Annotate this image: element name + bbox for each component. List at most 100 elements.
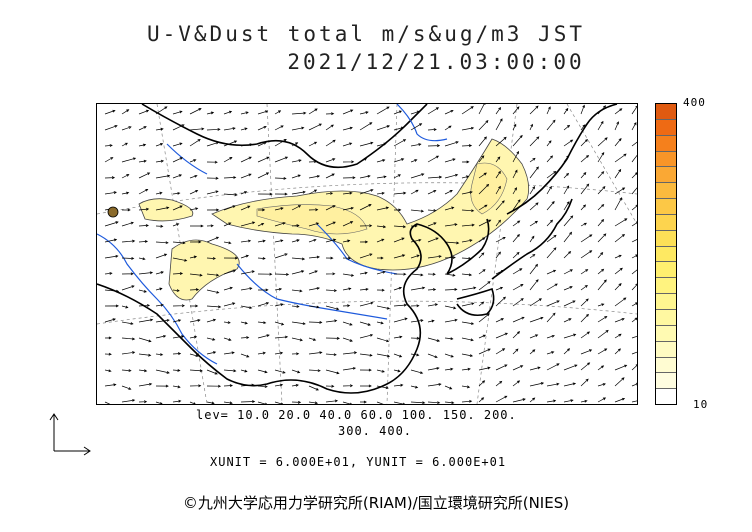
wind-arrow: [257, 156, 270, 163]
wind-arrow: [444, 223, 458, 227]
wind-arrow: [546, 312, 556, 323]
wind-arrow: [427, 382, 442, 387]
wind-arrow: [308, 141, 318, 147]
wind-arrow: [478, 281, 491, 291]
wind-arrow: [461, 106, 474, 115]
wind-arrow: [478, 104, 486, 115]
wind-arrow: [512, 251, 520, 259]
wind-arrow: [631, 204, 637, 211]
wind-arrow: [614, 187, 626, 195]
wind-arrow: [427, 401, 441, 404]
wind-arrow: [138, 304, 151, 307]
wind-arrow: [240, 321, 248, 325]
wind-arrow: [495, 118, 503, 131]
wind-arrow: [546, 119, 556, 131]
wind-arrow: [546, 247, 557, 259]
wind-arrow: [189, 159, 197, 163]
wind-arrow: [121, 221, 134, 227]
wind-arrow: [342, 401, 352, 404]
wind-arrow: [495, 185, 501, 195]
wind-arrow: [410, 353, 420, 357]
wind-arrow: [410, 401, 426, 404]
wind-arrow: [138, 207, 150, 211]
wind-arrow: [376, 305, 391, 310]
wind-arrow: [478, 348, 491, 355]
wind-arrow: [342, 321, 353, 326]
wind-arrow: [597, 219, 605, 227]
wind-arrow: [478, 366, 491, 371]
wind-arrow: [155, 191, 163, 195]
wind-arrow: [291, 159, 302, 163]
wind-arrow: [342, 239, 351, 243]
wind-arrow: [427, 337, 441, 342]
wind-arrow: [393, 272, 407, 276]
wind-arrow: [631, 187, 637, 195]
wind-arrow: [172, 399, 182, 403]
color-scale-step: [656, 309, 676, 326]
wind-arrow: [529, 349, 536, 355]
wind-arrow: [359, 111, 369, 115]
wind-arrow: [597, 329, 609, 339]
wind-arrow: [257, 110, 269, 115]
wind-arrow: [495, 106, 502, 115]
wind-arrow: [104, 352, 112, 356]
wind-arrow: [325, 256, 334, 260]
wind-arrow: [104, 144, 113, 147]
wind-arrow: [393, 158, 405, 163]
wind-arrow: [461, 209, 475, 213]
wind-arrow: [444, 305, 457, 310]
wind-arrow: [359, 353, 373, 357]
wind-arrow: [325, 238, 337, 243]
wind-arrow: [410, 238, 422, 243]
wind-arrow: [223, 157, 233, 163]
wind-arrow: [121, 398, 136, 403]
wind-arrow: [342, 221, 354, 227]
wind-arrow: [495, 269, 505, 275]
color-scale-step: [656, 199, 676, 215]
wind-arrow: [223, 302, 236, 307]
wind-arrow: [189, 207, 199, 211]
wind-arrow: [138, 337, 152, 343]
wind-arrow: [206, 318, 217, 323]
contour-levels-line2: 300. 400.: [338, 424, 413, 438]
wind-arrow: [614, 348, 621, 355]
wind-arrow: [172, 369, 181, 372]
wind-arrow: [240, 221, 256, 227]
wind-arrow: [155, 401, 163, 404]
wind-arrow: [376, 175, 387, 179]
wind-arrow: [410, 304, 420, 308]
wind-arrow: [427, 189, 437, 195]
wind-arrow: [172, 352, 182, 356]
wind-arrow: [223, 176, 237, 179]
wind-arrow: [206, 176, 219, 180]
wind-arrow: [393, 335, 403, 339]
wind-arrow: [189, 138, 201, 147]
wind-arrow: [461, 321, 475, 326]
wind-arrow: [291, 289, 303, 293]
wind-arrow: [206, 127, 221, 131]
color-scale-step: [656, 294, 676, 310]
wind-arrow: [308, 222, 320, 227]
wind-arrow: [189, 335, 198, 339]
rivers: [97, 104, 448, 365]
wind-arrow: [478, 155, 485, 163]
wind-arrow: [461, 385, 471, 389]
wind-arrow: [189, 319, 201, 323]
wind-arrow: [410, 123, 423, 131]
wind-arrow: [325, 173, 335, 179]
wind-arrow: [240, 336, 250, 339]
wind-arrow: [342, 191, 353, 195]
wind-arrow: [427, 366, 440, 371]
color-scale-step: [656, 230, 676, 247]
wind-arrow: [529, 298, 542, 307]
wind-arrow: [393, 139, 407, 147]
wind-arrow: [495, 219, 501, 227]
wind-arrow: [291, 305, 300, 308]
wind-arrow: [478, 172, 487, 179]
wind-arrow: [274, 303, 284, 307]
wind-arrow: [461, 144, 473, 148]
wind-arrow: [631, 269, 637, 275]
wind-arrow: [393, 208, 402, 212]
wind-arrow: [444, 206, 455, 211]
wind-arrow: [274, 369, 286, 374]
